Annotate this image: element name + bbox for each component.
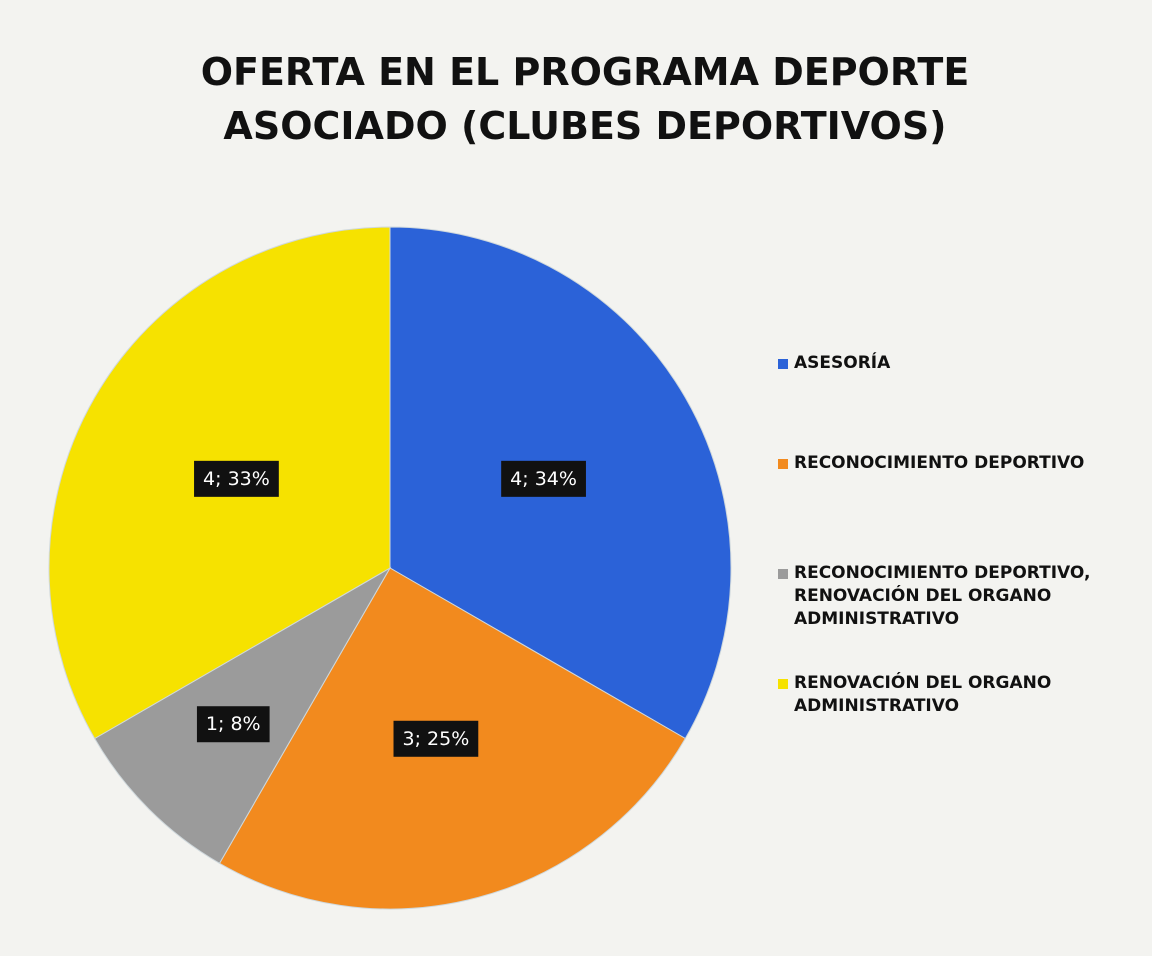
data-label-box bbox=[393, 720, 479, 757]
data-label: 4; 33% bbox=[203, 468, 270, 490]
legend-item: RENOVACIÓN DEL ORGANO ADMINISTRATIVO bbox=[778, 672, 1134, 718]
legend-item: RECONOCIMIENTO DEPORTIVO, RENOVACIÓN DEL… bbox=[778, 562, 1134, 631]
legend-item: RECONOCIMIENTO DEPORTIVO bbox=[778, 452, 1134, 475]
data-label: 3; 25% bbox=[403, 728, 470, 750]
data-label: 1; 8% bbox=[206, 713, 261, 735]
legend-swatch bbox=[778, 679, 788, 689]
data-label-box bbox=[501, 460, 586, 497]
legend-swatch bbox=[778, 359, 788, 369]
legend-label: RECONOCIMIENTO DEPORTIVO, RENOVACIÓN DEL… bbox=[794, 563, 1091, 629]
legend-item: ASESORÍA bbox=[778, 352, 1134, 375]
legend-label: ASESORÍA bbox=[794, 353, 891, 373]
data-label-box bbox=[194, 460, 279, 497]
legend-swatch bbox=[778, 459, 788, 469]
chart-title: OFERTA EN EL PROGRAMA DEPORTE ASOCIADO (… bbox=[200, 50, 970, 148]
legend-label: RECONOCIMIENTO DEPORTIVO bbox=[794, 453, 1085, 473]
legend-swatch bbox=[778, 569, 788, 579]
legend-label: RENOVACIÓN DEL ORGANO ADMINISTRATIVO bbox=[794, 673, 1052, 716]
data-label-box bbox=[196, 706, 270, 743]
data-label: 4; 34% bbox=[510, 468, 577, 490]
